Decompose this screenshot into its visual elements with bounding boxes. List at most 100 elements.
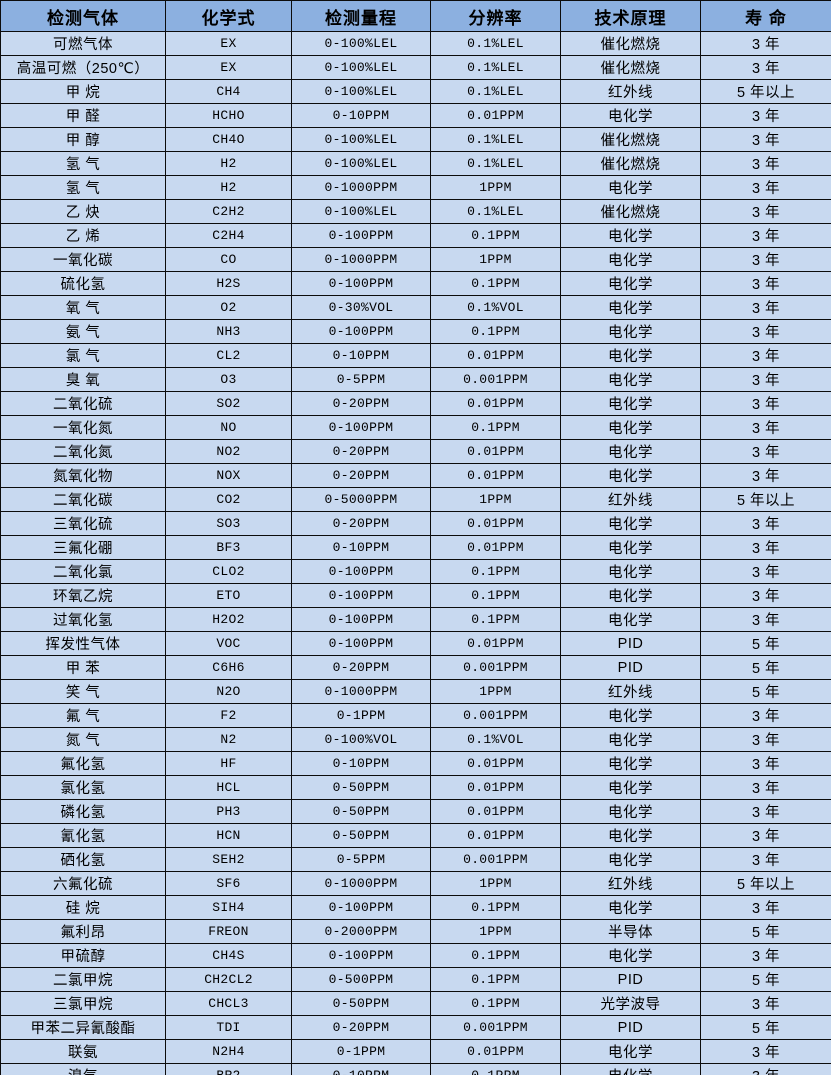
cell-gas: 过氧化氢 <box>0 607 166 632</box>
cell-life: 3 年 <box>700 343 831 368</box>
cell-life: 3 年 <box>700 55 831 80</box>
cell-formula: C2H2 <box>165 199 292 224</box>
cell-gas: 乙 烯 <box>0 223 166 248</box>
cell-life: 5 年以上 <box>700 487 831 512</box>
cell-resolution: 0.1%LEL <box>430 79 561 104</box>
cell-resolution: 0.1PPM <box>430 967 561 992</box>
cell-resolution: 0.1%VOL <box>430 295 561 320</box>
table-row: 一氧化碳 CO 0-1000PPM 1PPM 电化学 3 年 <box>0 247 831 272</box>
table-row: 硒化氢 SEH2 0-5PPM 0.001PPM 电化学 3 年 <box>0 847 831 872</box>
cell-formula: N2O <box>165 679 292 704</box>
cell-resolution: 0.1%LEL <box>430 199 561 224</box>
column-header-resolution: 分辨率 <box>430 0 561 32</box>
cell-life: 3 年 <box>700 271 831 296</box>
cell-gas: 三氟化硼 <box>0 535 166 560</box>
cell-resolution: 0.1PPM <box>430 991 561 1016</box>
cell-formula: N2 <box>165 727 292 752</box>
cell-resolution: 1PPM <box>430 919 561 944</box>
table-row: 一氧化氮 NO 0-100PPM 0.1PPM 电化学 3 年 <box>0 415 831 440</box>
cell-gas: 甲 醇 <box>0 127 166 152</box>
cell-resolution: 0.1PPM <box>430 895 561 920</box>
cell-principle: 电化学 <box>560 223 701 248</box>
cell-resolution: 0.001PPM <box>430 367 561 392</box>
cell-life: 3 年 <box>700 895 831 920</box>
cell-formula: H2 <box>165 151 292 176</box>
table-row: 联氨 N2H4 0-1PPM 0.01PPM 电化学 3 年 <box>0 1039 831 1064</box>
cell-range: 0-100%LEL <box>291 199 431 224</box>
cell-range: 0-50PPM <box>291 775 431 800</box>
table-row: 高温可燃（250℃） EX 0-100%LEL 0.1%LEL 催化燃烧 3 年 <box>0 55 831 80</box>
cell-formula: TDI <box>165 1015 292 1040</box>
cell-gas: 氨 气 <box>0 319 166 344</box>
cell-resolution: 1PPM <box>430 247 561 272</box>
cell-gas: 氢 气 <box>0 151 166 176</box>
cell-formula: BF3 <box>165 535 292 560</box>
cell-range: 0-1PPM <box>291 703 431 728</box>
cell-gas: 氟化氢 <box>0 751 166 776</box>
cell-resolution: 1PPM <box>430 871 561 896</box>
cell-principle: 电化学 <box>560 415 701 440</box>
cell-gas: 挥发性气体 <box>0 631 166 656</box>
table-header: 检测气体 化学式 检测量程 分辨率 技术原理 寿 命 <box>0 0 831 32</box>
cell-formula: CO <box>165 247 292 272</box>
table-row: 氧 气 O2 0-30%VOL 0.1%VOL 电化学 3 年 <box>0 295 831 320</box>
cell-principle: 电化学 <box>560 775 701 800</box>
cell-principle: 红外线 <box>560 79 701 104</box>
cell-range: 0-100%LEL <box>291 151 431 176</box>
cell-formula: FREON <box>165 919 292 944</box>
cell-gas: 六氟化硫 <box>0 871 166 896</box>
cell-resolution: 0.01PPM <box>430 343 561 368</box>
cell-range: 0-100PPM <box>291 895 431 920</box>
cell-life: 3 年 <box>700 943 831 968</box>
cell-gas: 环氧乙烷 <box>0 583 166 608</box>
cell-life: 5 年 <box>700 1015 831 1040</box>
cell-formula: SO2 <box>165 391 292 416</box>
table-row: 硅 烷 SIH4 0-100PPM 0.1PPM 电化学 3 年 <box>0 895 831 920</box>
cell-formula: ETO <box>165 583 292 608</box>
cell-resolution: 0.01PPM <box>430 391 561 416</box>
cell-range: 0-100PPM <box>291 223 431 248</box>
cell-life: 3 年 <box>700 223 831 248</box>
cell-principle: 电化学 <box>560 1063 701 1075</box>
cell-gas: 硅 烷 <box>0 895 166 920</box>
table-row: 氮氧化物 NOX 0-20PPM 0.01PPM 电化学 3 年 <box>0 463 831 488</box>
cell-range: 0-2000PPM <box>291 919 431 944</box>
cell-resolution: 0.01PPM <box>430 463 561 488</box>
cell-principle: 电化学 <box>560 343 701 368</box>
cell-gas: 甲 醛 <box>0 103 166 128</box>
table-row: 氰化氢 HCN 0-50PPM 0.01PPM 电化学 3 年 <box>0 823 831 848</box>
cell-life: 3 年 <box>700 1063 831 1075</box>
cell-principle: PID <box>560 655 701 680</box>
cell-principle: 电化学 <box>560 391 701 416</box>
cell-principle: 电化学 <box>560 703 701 728</box>
cell-formula: VOC <box>165 631 292 656</box>
cell-resolution: 0.01PPM <box>430 511 561 536</box>
cell-resolution: 0.1PPM <box>430 319 561 344</box>
cell-life: 3 年 <box>700 703 831 728</box>
cell-gas: 磷化氢 <box>0 799 166 824</box>
cell-gas: 高温可燃（250℃） <box>0 55 166 80</box>
cell-principle: 电化学 <box>560 535 701 560</box>
cell-life: 3 年 <box>700 391 831 416</box>
cell-resolution: 0.1PPM <box>430 607 561 632</box>
cell-life: 3 年 <box>700 847 831 872</box>
cell-resolution: 0.1PPM <box>430 559 561 584</box>
table-row: 氯 气 CL2 0-10PPM 0.01PPM 电化学 3 年 <box>0 343 831 368</box>
cell-life: 3 年 <box>700 319 831 344</box>
cell-principle: 半导体 <box>560 919 701 944</box>
cell-formula: NH3 <box>165 319 292 344</box>
cell-range: 0-10PPM <box>291 535 431 560</box>
cell-principle: 电化学 <box>560 175 701 200</box>
cell-gas: 二氧化硫 <box>0 391 166 416</box>
cell-life: 5 年 <box>700 919 831 944</box>
cell-life: 3 年 <box>700 415 831 440</box>
cell-life: 3 年 <box>700 823 831 848</box>
cell-gas: 可燃气体 <box>0 31 166 56</box>
cell-range: 0-20PPM <box>291 1015 431 1040</box>
cell-range: 0-20PPM <box>291 439 431 464</box>
cell-formula: NOX <box>165 463 292 488</box>
cell-gas: 甲 苯 <box>0 655 166 680</box>
cell-resolution: 0.01PPM <box>430 775 561 800</box>
